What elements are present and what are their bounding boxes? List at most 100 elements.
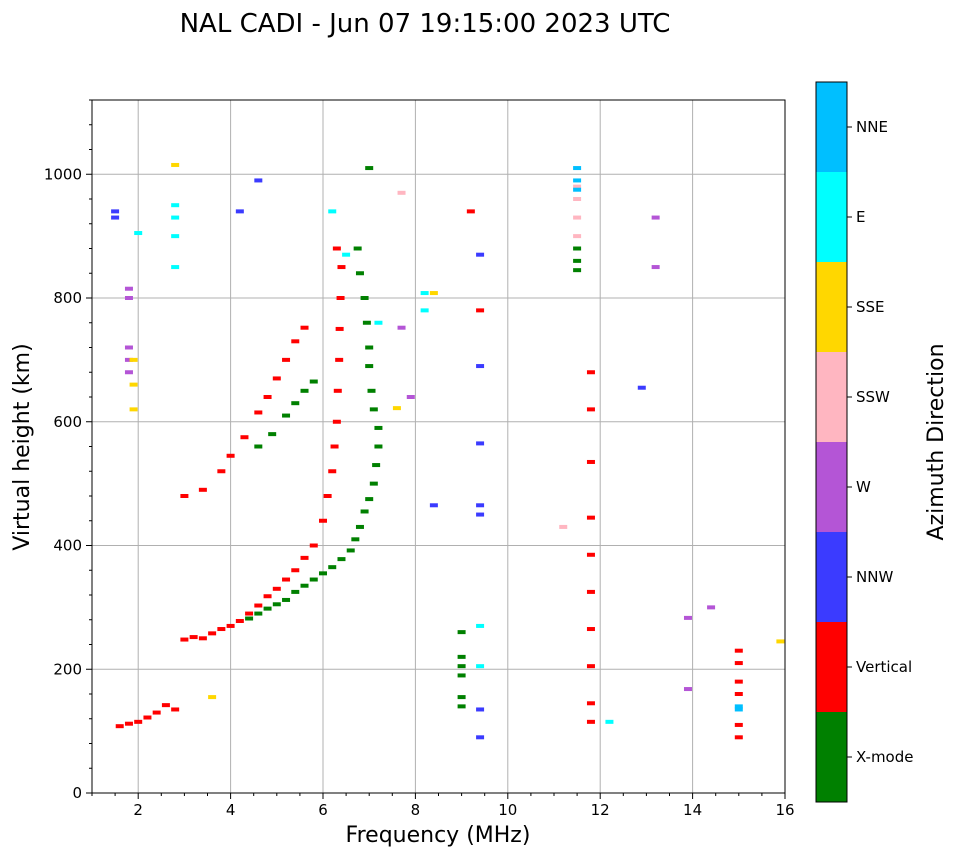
- data-point: [129, 382, 138, 387]
- colorbar: X-mode Vertical NNW W SSW SSE E NNE: [815, 81, 913, 803]
- data-point: [235, 618, 244, 623]
- data-point: [282, 357, 291, 362]
- data-point: [124, 286, 133, 291]
- data-point: [397, 325, 406, 330]
- data-point: [420, 291, 429, 296]
- data-point: [573, 246, 582, 251]
- data-point: [332, 246, 341, 251]
- data-point: [129, 357, 138, 362]
- data-point: [466, 209, 475, 214]
- x-tick-label: 8: [411, 801, 421, 819]
- data-point: [115, 724, 124, 729]
- data-point: [734, 661, 743, 666]
- plot-marks: [111, 162, 785, 740]
- data-point: [337, 557, 346, 562]
- colorbar-frame: [815, 81, 848, 803]
- data-point: [362, 320, 371, 325]
- data-point: [457, 654, 466, 659]
- series-multi-hop-o-trace: [180, 325, 309, 498]
- data-point: [272, 586, 281, 591]
- data-point: [240, 435, 249, 440]
- data-point: [217, 627, 226, 632]
- data-point: [198, 636, 207, 641]
- data-point: [124, 721, 133, 726]
- data-point: [291, 568, 300, 573]
- data-point: [171, 215, 180, 220]
- colorbar-swatch: [816, 442, 847, 532]
- x-tick-label: 6: [318, 801, 328, 819]
- data-point: [369, 481, 378, 486]
- data-point: [319, 571, 327, 576]
- data-point: [332, 419, 341, 424]
- colorbar-swatch: [816, 622, 847, 712]
- colorbar-label: SSW: [856, 388, 890, 406]
- data-point: [272, 376, 281, 381]
- series-spread-echoes-vertical: [466, 209, 743, 740]
- data-point: [208, 631, 217, 636]
- data-point: [429, 503, 438, 508]
- data-point: [171, 234, 180, 239]
- data-point: [365, 364, 374, 369]
- data-point: [355, 524, 364, 529]
- data-point: [282, 413, 291, 418]
- data-point: [351, 537, 360, 542]
- data-point: [573, 215, 582, 220]
- data-point: [734, 692, 743, 696]
- data-point: [254, 178, 263, 183]
- colorbar-label: X-mode: [856, 748, 913, 766]
- data-point: [342, 252, 351, 257]
- data-point: [734, 735, 743, 740]
- data-point: [328, 565, 337, 570]
- data-point: [254, 410, 263, 415]
- data-point: [573, 197, 582, 201]
- colorbar-swatch: [816, 532, 847, 622]
- series-e-region-echoes: [134, 203, 614, 724]
- data-point: [263, 606, 272, 611]
- data-point: [360, 296, 369, 300]
- data-point: [333, 388, 342, 393]
- data-point: [309, 577, 318, 582]
- y-tick-label: 1000: [44, 165, 82, 183]
- data-point: [374, 444, 383, 449]
- data-point: [683, 615, 692, 620]
- data-point: [429, 291, 438, 296]
- colorbar-swatch: [816, 352, 847, 442]
- data-point: [734, 707, 743, 712]
- data-point: [586, 627, 595, 632]
- series-spread-echoes-x-mode: [365, 166, 582, 709]
- data-point: [198, 487, 207, 492]
- data-point: [734, 722, 743, 727]
- data-point: [124, 357, 133, 362]
- data-point: [171, 707, 180, 712]
- data-point: [586, 459, 595, 464]
- data-point: [573, 268, 582, 273]
- data-point: [651, 215, 660, 220]
- data-point: [457, 704, 466, 709]
- chart-title: NAL CADI - Jun 07 19:15:00 2023 UTC: [180, 9, 671, 39]
- data-point: [573, 234, 582, 239]
- data-point: [365, 166, 374, 171]
- y-tick-label: 800: [53, 289, 82, 307]
- y-tick-label: 600: [53, 413, 82, 431]
- data-point: [355, 271, 364, 276]
- series-multi-hop-x-trace: [254, 379, 318, 449]
- y-axis-title: Virtual height (km): [10, 343, 35, 550]
- data-point: [406, 395, 415, 399]
- data-point: [367, 388, 376, 393]
- data-point: [335, 326, 344, 331]
- data-point: [397, 190, 406, 195]
- x-tick-label: 16: [775, 801, 794, 819]
- data-point: [476, 664, 485, 669]
- data-point: [180, 637, 189, 642]
- data-point: [457, 630, 466, 635]
- data-point: [245, 611, 254, 616]
- data-point: [129, 407, 138, 412]
- colorbar-swatch: [816, 712, 847, 802]
- data-point: [683, 687, 692, 692]
- data-point: [369, 407, 378, 412]
- x-tick-label: 10: [498, 801, 517, 819]
- data-point: [651, 265, 660, 270]
- series-x-trace-f-layer: [245, 246, 383, 621]
- data-point: [605, 719, 614, 724]
